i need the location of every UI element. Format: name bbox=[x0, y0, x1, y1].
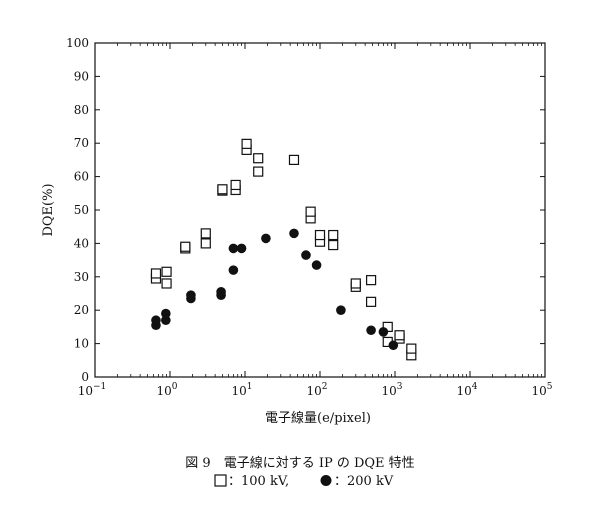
x-axis-label: 電子線量(e/pixel) bbox=[265, 410, 371, 426]
y-tick-label: 60 bbox=[74, 170, 89, 184]
y-tick-label: 70 bbox=[74, 136, 89, 150]
x-tick-label: 10−1 bbox=[78, 382, 107, 398]
data-point-100kv bbox=[200, 228, 211, 239]
data-point-200kv bbox=[366, 325, 376, 336]
data-point-200kv bbox=[378, 327, 389, 337]
data-point-100kv bbox=[150, 268, 162, 279]
data-point-200kv bbox=[336, 305, 346, 316]
data-point-100kv bbox=[200, 238, 211, 249]
data-point-200kv bbox=[236, 243, 247, 254]
data-point-200kv bbox=[228, 243, 239, 254]
x-tick-label: 102 bbox=[306, 382, 327, 398]
y-tick-label: 10 bbox=[74, 337, 89, 351]
x-tick-label: 103 bbox=[381, 382, 402, 398]
legend: ：100 kV, ：200 kV bbox=[214, 474, 394, 489]
y-axis-label: DQE(%) bbox=[41, 183, 56, 236]
data-point-100kv bbox=[217, 184, 228, 195]
data-point-100kv bbox=[328, 239, 339, 251]
y-tick-label: 50 bbox=[74, 203, 89, 217]
data-point-200kv bbox=[311, 260, 322, 270]
data-point-200kv bbox=[161, 308, 171, 319]
y-tick-label: 90 bbox=[74, 69, 89, 83]
legend-label-100kv: ：100 kV, bbox=[228, 474, 289, 489]
data-point-100kv bbox=[314, 229, 326, 241]
axes bbox=[94, 42, 546, 378]
data-point-100kv bbox=[350, 278, 361, 289]
data-point-200kv bbox=[388, 340, 399, 351]
data-point-200kv bbox=[151, 315, 161, 326]
legend-label-200kv: ：200 kV bbox=[334, 474, 394, 489]
data-point-100kv bbox=[394, 330, 405, 341]
y-tick-label: 20 bbox=[74, 303, 89, 317]
data-point-200kv bbox=[301, 250, 311, 260]
y-tick-label: 40 bbox=[74, 236, 89, 250]
x-tick-label: 104 bbox=[456, 382, 477, 398]
data-point-200kv bbox=[228, 265, 239, 275]
data-point-100kv bbox=[305, 206, 316, 217]
data-point-100kv bbox=[328, 229, 339, 241]
data-point-100kv bbox=[230, 179, 241, 191]
data-point-100kv bbox=[406, 343, 417, 354]
data-point-200kv bbox=[261, 233, 271, 244]
data-marks bbox=[150, 138, 417, 361]
data-point-100kv bbox=[180, 241, 191, 252]
data-point-200kv bbox=[216, 287, 226, 297]
data-point-100kv bbox=[253, 153, 264, 164]
y-tick-label: 80 bbox=[74, 103, 89, 117]
figure-caption: 図 9 電子線に対する IP の DQE 特性 bbox=[185, 455, 414, 471]
data-point-100kv bbox=[288, 154, 300, 165]
legend-circle-icon bbox=[320, 475, 332, 486]
data-point-100kv bbox=[241, 138, 252, 149]
data-point-200kv bbox=[186, 290, 196, 300]
series-100kv bbox=[150, 138, 417, 361]
data-point-100kv bbox=[161, 278, 172, 289]
y-tick-label: 100 bbox=[66, 36, 89, 50]
data-point-100kv bbox=[365, 296, 377, 307]
tick-labels: 0 10 20 30 40 50 60 70 80 90 100 10−1 100 101 102 103 10… bbox=[66, 36, 553, 398]
legend-square-icon bbox=[214, 474, 227, 487]
y-tick-label: 30 bbox=[74, 270, 89, 284]
data-point-200kv bbox=[289, 228, 299, 239]
series-200kv bbox=[151, 228, 399, 351]
x-tick-label: 101 bbox=[231, 382, 252, 398]
data-point-100kv bbox=[161, 266, 172, 277]
x-tick-label: 105 bbox=[531, 382, 552, 398]
x-tick-label: 100 bbox=[156, 382, 177, 398]
data-point-100kv bbox=[253, 166, 264, 177]
data-point-100kv bbox=[365, 275, 377, 286]
y-tick-label: 0 bbox=[81, 370, 89, 384]
plot-frame bbox=[94, 42, 546, 378]
data-point-200kv bbox=[161, 315, 171, 326]
